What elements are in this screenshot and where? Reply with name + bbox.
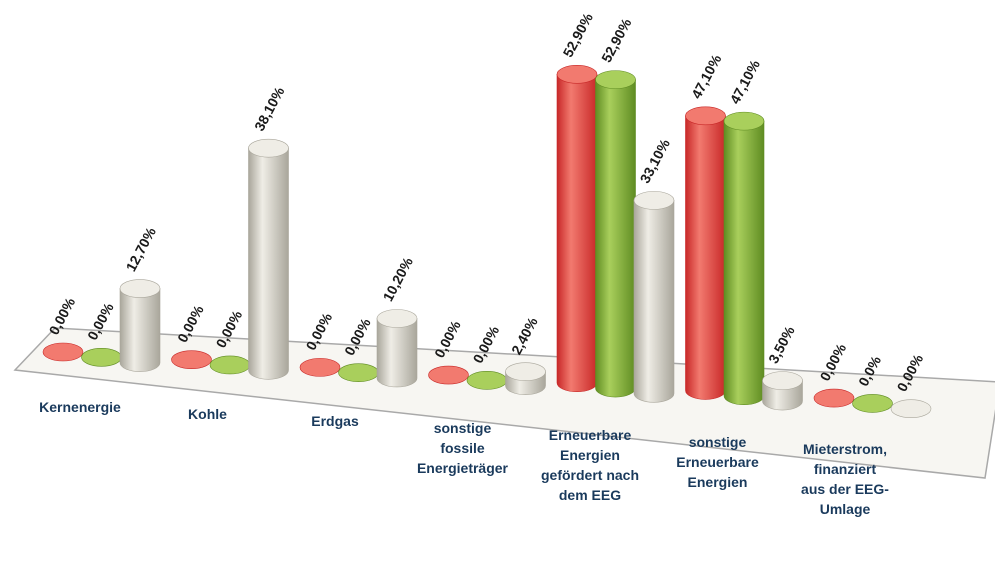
bar-kernenergie-s2 (81, 348, 122, 367)
value-label-sonstige-erneuerbare-s3: 3,50% (765, 323, 798, 366)
bar-kohle-s1 (171, 350, 212, 369)
value-label-erdgas-s3: 10,20% (380, 254, 417, 304)
category-label-erdgas: Erdgas (311, 413, 359, 429)
bar-kernenergie-s1 (42, 342, 84, 362)
value-label-sonstige-erneuerbare-s2: 47,10% (727, 57, 764, 107)
category-label-erneuerbare-eeg: Erneuerbare Energien gefördert nach dem EEG (541, 427, 639, 503)
bar-erneuerbare-eeg-s2 (595, 70, 636, 398)
category-label-kohle: Kohle (188, 406, 227, 422)
bar-sonstige-fossile-s2 (466, 371, 508, 390)
value-label-erneuerbare-eeg-s2: 52,90% (598, 15, 635, 65)
category-label-sonstige-erneuerbare: sonstige Erneuerbare Energien (676, 434, 759, 490)
value-label-kohle-s3: 38,10% (251, 84, 288, 134)
category-label-kernenergie: Kernenergie (39, 399, 121, 415)
bar-kohle-s3 (248, 138, 289, 380)
bar-sonstige-erneuerbare-s3 (762, 371, 803, 411)
bar-erdgas-s3 (376, 309, 418, 388)
bar-mieterstrom-s2 (852, 394, 893, 413)
bar-sonstige-fossile-s3 (505, 362, 546, 395)
bar-erneuerbare-eeg-s1 (556, 65, 598, 392)
value-label-kernenergie-s3: 12,70% (123, 224, 160, 274)
bar-erneuerbare-eeg-s3 (633, 191, 675, 403)
bar-mieterstrom-s3 (890, 399, 932, 419)
value-label-erneuerbare-eeg-s1: 52,90% (560, 10, 597, 60)
category-labels-layer: Kernenergie Kohle Erdgas sonstige fossile Ene… (39, 399, 889, 517)
bar-kohle-s2 (209, 355, 251, 375)
value-label-erneuerbare-eeg-s3: 33,10% (637, 136, 674, 186)
bar-erdgas-s1 (299, 358, 341, 377)
bar-sonstige-erneuerbare-s2 (723, 111, 765, 405)
value-labels-layer: 0,00% 0,00%12,70%0,00% 0,00%38,10%0,00% 0,0… (46, 10, 927, 394)
category-label-mieterstrom: Mieterstrom, finanziert aus der EEG-Umlage (801, 441, 889, 517)
category-label-sonstige-fossile: sonstige fossile Energieträger (417, 420, 509, 476)
bar-erdgas-s2 (338, 363, 379, 382)
value-label-sonstige-fossile-s3: 2,40% (508, 314, 541, 357)
bars-layer (42, 65, 932, 419)
bar-mieterstrom-s1 (813, 388, 855, 408)
bar-kernenergie-s3 (119, 279, 161, 372)
bar-sonstige-fossile-s1 (428, 365, 469, 385)
value-label-sonstige-erneuerbare-s1: 47,10% (688, 51, 725, 101)
bar-sonstige-erneuerbare-s1 (685, 106, 726, 400)
